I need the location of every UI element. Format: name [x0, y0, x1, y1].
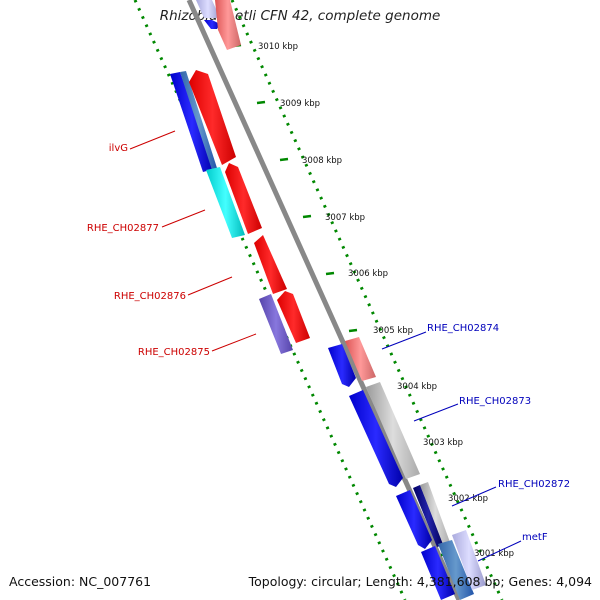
gene-feature[interactable] [277, 291, 310, 343]
gene-feature[interactable] [180, 71, 217, 170]
tick-label-3008: 3008 kbp [302, 156, 342, 166]
tick-label-3006: 3006 kbp [348, 269, 388, 279]
tick-label-3003: 3003 kbp [423, 438, 463, 448]
topology-label: Topology: circular; Length: 4,381,608 bp… [248, 574, 592, 589]
gene-feature[interactable] [396, 490, 432, 549]
gene-label-ilvG[interactable]: ilvG [109, 143, 128, 154]
gene-feature[interactable] [196, 0, 220, 18]
leader-line [211, 333, 257, 352]
tick-label-3004: 3004 kbp [397, 382, 437, 392]
gene-feature[interactable] [413, 485, 444, 547]
leader-line [413, 403, 459, 422]
leader-line [161, 209, 206, 228]
gene-label-rhe-ch02876[interactable]: RHE_CH02876 [114, 291, 186, 302]
accession-label: Accession: NC_007761 [9, 574, 152, 589]
gene-label-rhe-ch02873[interactable]: RHE_CH02873 [459, 396, 531, 407]
gene-feature[interactable] [328, 344, 356, 387]
gene-label-rhe-ch02875[interactable]: RHE_CH02875 [138, 347, 210, 358]
gene-feature[interactable] [421, 546, 455, 600]
leader-line [187, 276, 233, 296]
gene-feature[interactable] [254, 235, 287, 294]
leader-line [477, 540, 522, 562]
gene-feature[interactable] [438, 540, 474, 600]
gene-feature[interactable] [204, 20, 220, 29]
right-tick-rail [230, 0, 504, 600]
gene-feature[interactable] [259, 294, 293, 354]
tick-label-3009: 3009 kbp [280, 99, 320, 109]
tick-label-3007: 3007 kbp [325, 213, 365, 223]
tick-label-3005: 3005 kbp [373, 326, 413, 336]
leader-line [451, 486, 497, 507]
leader-line [129, 130, 176, 150]
tick-label-3010: 3010 kbp [258, 42, 298, 52]
gene-label-metF[interactable]: metF [522, 532, 548, 543]
gene-feature[interactable] [189, 70, 236, 165]
gene-feature[interactable] [170, 72, 214, 172]
leader-line [381, 331, 427, 350]
gene-feature[interactable] [420, 482, 451, 547]
gene-label-rhe-ch02877[interactable]: RHE_CH02877 [87, 223, 159, 234]
gene-label-rhe-ch02874[interactable]: RHE_CH02874 [427, 323, 499, 334]
gene-feature[interactable] [349, 390, 403, 487]
gene-feature[interactable] [452, 530, 486, 590]
gene-label-rhe-ch02872[interactable]: RHE_CH02872 [498, 479, 570, 490]
gene-feature[interactable] [215, 0, 241, 50]
gene-feature[interactable] [366, 382, 420, 479]
gene-feature[interactable] [345, 337, 376, 381]
gene-feature[interactable] [206, 167, 245, 238]
gene-feature[interactable] [225, 163, 262, 234]
